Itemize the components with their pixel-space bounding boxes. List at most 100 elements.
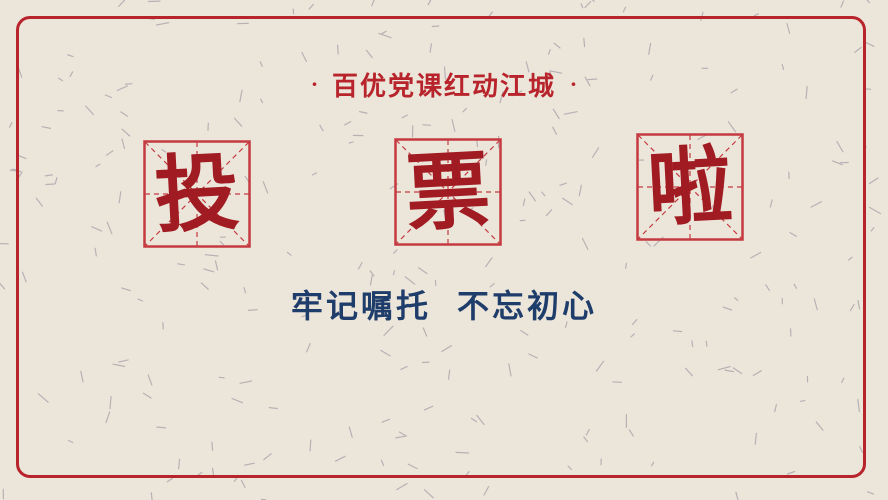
paper-fiber [369,274,373,286]
paper-fiber [57,77,64,82]
paper-fiber [85,105,94,116]
paper-fiber [365,49,373,59]
paper-fiber [848,256,853,261]
paper-fiber [44,174,53,177]
paper-fiber [334,455,346,462]
paper-fiber [528,353,538,359]
paper-fiber [54,177,58,185]
event-subtitle: · 百优党课红动江城 · [0,66,888,102]
paper-fiber [194,174,199,181]
subtitle-dot-left: · [311,72,318,96]
paper-fiber [118,191,122,204]
paper-fiber [443,209,447,223]
paper-fiber [423,405,434,411]
paper-fiber [239,380,253,384]
paper-fiber [522,198,526,206]
paper-fiber [732,367,743,375]
paper-fiber [455,451,470,454]
paper-fiber [786,470,796,475]
paper-fiber [45,183,55,186]
paper-fiber [177,263,186,266]
paper-fiber [583,436,589,443]
paper-fiber [178,458,181,470]
paper-fiber [301,51,307,63]
paper-fiber [583,37,586,48]
paper-fiber [717,365,731,371]
paper-fiber [393,249,398,254]
paper-fiber [118,359,129,363]
paper-fiber [200,282,209,290]
paper-fiber [841,377,845,384]
paper-fiber [233,117,243,127]
paper-fiber [9,122,13,128]
slogan-part-2: 不忘初心 [457,287,598,325]
paper-fiber [260,98,264,104]
paper-fiber [765,284,771,291]
paper-fiber [381,30,387,35]
paper-fiber [204,254,219,257]
red-border-frame [16,16,866,478]
paper-fiber [584,76,591,87]
paper-fiber [735,491,739,500]
paper-fiber [567,465,573,471]
paper-fiber [789,232,797,237]
paper-fiber [105,150,114,156]
paper-fiber [541,191,546,197]
paper-fiber [774,403,778,413]
headline-char-1: 投 [152,141,242,246]
paper-fiber [357,262,363,270]
paper-fiber [650,461,655,467]
paper-fiber [866,0,871,4]
slogan-part-1: 牢记嘱托 [290,287,431,325]
paper-fiber [423,489,434,499]
paper-fiber [398,431,407,437]
paper-fiber [631,319,638,326]
headline-char-box-2: 票 [394,138,502,246]
paper-fiber [371,0,375,7]
paper-fiber [344,120,352,126]
paper-fiber [121,128,131,137]
paper-fiber [624,262,628,269]
paper-fiber [396,482,408,491]
paper-fiber [211,467,215,475]
paper-fiber [581,237,589,250]
paper-fiber [489,283,495,288]
paper-fiber [155,22,170,26]
paper-fiber [465,471,470,476]
paper-fiber [369,270,375,277]
paper-fiber [866,491,875,495]
paper-fiber [813,298,818,311]
paper-fiber [247,309,258,311]
tian-grid-2 [394,138,502,246]
paper-fiber [750,251,762,259]
paper-fiber [752,370,762,377]
paper-fiber [189,186,192,198]
paper-fiber [648,42,652,55]
paper-fiber [840,0,845,8]
paper-fiber [231,397,244,404]
paper-fiber [395,435,406,439]
paper-fiber [308,3,314,10]
paper-fiber [400,365,408,370]
paper-fiber [799,399,806,402]
paper-fiber [407,463,418,470]
headline-char-box-1: 投 [143,140,251,248]
paper-fiber [553,42,561,49]
headline-char-3: 啦 [645,134,735,239]
paper-fiber [301,314,307,318]
subtitle-dot-right: · [570,72,577,96]
paper-fiber [380,459,385,466]
paper-fiber [836,140,844,153]
paper-fiber [753,13,760,17]
paper-fiber [218,376,225,379]
paper-fiber [80,370,84,383]
paper-fiber [441,345,452,352]
paper-fiber [381,418,391,423]
headline-char-2: 票 [403,139,493,244]
paper-fiber [525,61,530,73]
paper-fiber [337,44,339,55]
paper-fiber [309,439,312,452]
paper-fiber [259,61,263,68]
paper-fiber [105,411,111,424]
